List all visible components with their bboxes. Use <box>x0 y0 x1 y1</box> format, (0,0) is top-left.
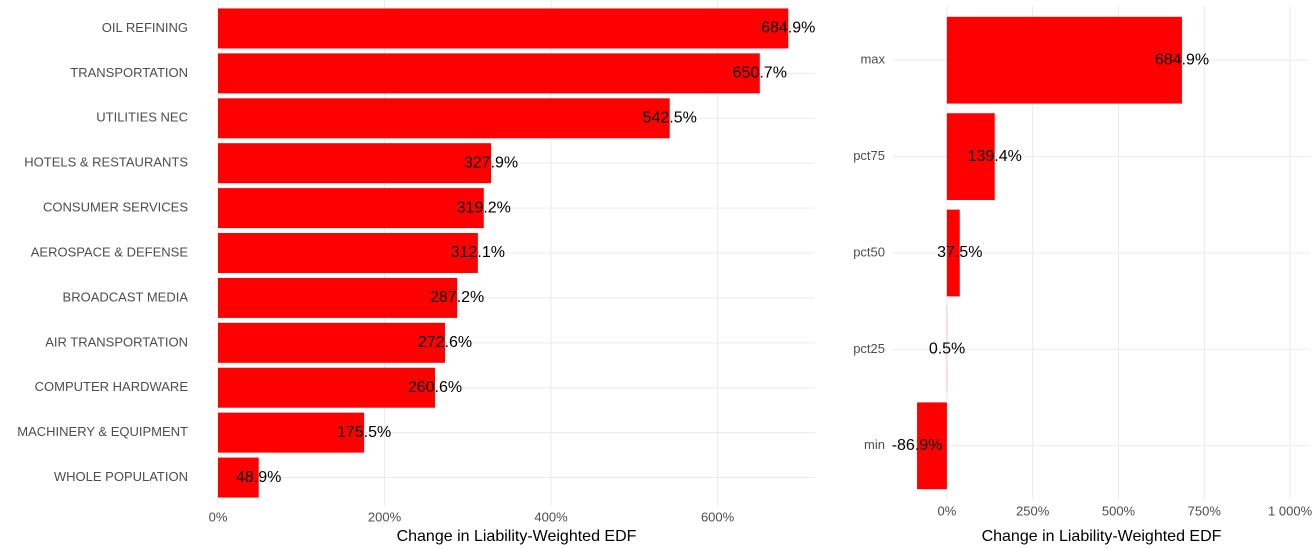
bar <box>218 188 484 229</box>
x-tick-label: 200% <box>368 509 402 524</box>
y-tick-label: AIR TRANSPORTATION <box>45 334 188 349</box>
value-label: 327.9% <box>464 154 518 171</box>
bar <box>218 322 445 363</box>
x-tick-label: 1 000% <box>1268 503 1312 518</box>
x-tick-label: 400% <box>534 509 568 524</box>
y-tick-label: pct25 <box>853 341 885 356</box>
bar <box>218 277 458 318</box>
value-label: 684.9% <box>761 20 815 37</box>
bar <box>946 113 995 200</box>
value-label: 542.5% <box>643 109 697 126</box>
bar <box>218 98 670 139</box>
value-label: 650.7% <box>733 65 787 82</box>
x-tick-label: 500% <box>1102 503 1136 518</box>
value-label: 287.2% <box>430 289 484 306</box>
bar <box>218 53 760 94</box>
y-tick-label: WHOLE POPULATION <box>54 469 188 484</box>
value-label: 260.6% <box>408 379 462 396</box>
y-tick-label: HOTELS & RESTAURANTS <box>24 155 188 170</box>
y-tick-label: BROADCAST MEDIA <box>63 289 189 304</box>
y-tick-label: AEROSPACE & DEFENSE <box>31 244 189 259</box>
x-tick-label: 0% <box>937 503 956 518</box>
bar <box>946 209 960 297</box>
x-axis-title: Change in Liability-Weighted EDF <box>982 528 1222 545</box>
x-tick-label: 250% <box>1016 503 1050 518</box>
bar <box>218 233 478 273</box>
x-tick-label: 0% <box>209 509 228 524</box>
value-label: 48.9% <box>236 469 281 486</box>
x-axis-title: Change in Liability-Weighted EDF <box>397 528 637 545</box>
y-tick-label: TRANSPORTATION <box>70 65 188 80</box>
x-tick-label: 600% <box>701 509 735 524</box>
bar <box>218 8 789 49</box>
bar <box>218 367 435 408</box>
x-tick-label: 750% <box>1188 503 1222 518</box>
value-label: 319.2% <box>457 199 511 216</box>
value-label: -86.9% <box>892 437 943 454</box>
y-tick-label: pct75 <box>853 148 885 163</box>
value-label: 684.9% <box>1155 51 1209 68</box>
value-label: 37.5% <box>937 244 982 261</box>
bar <box>917 402 947 490</box>
bar <box>218 457 259 498</box>
bar <box>218 143 492 184</box>
value-label: 139.4% <box>968 148 1022 165</box>
y-tick-label: pct50 <box>853 244 885 259</box>
y-tick-label: OIL REFINING <box>102 20 188 35</box>
y-tick-label: MACHINERY & EQUIPMENT <box>17 424 188 439</box>
value-label: 175.5% <box>337 424 391 441</box>
value-label: 0.5% <box>929 341 965 358</box>
value-label: 272.6% <box>418 334 472 351</box>
y-tick-label: min <box>864 437 885 452</box>
value-label: 312.1% <box>451 244 505 261</box>
bar <box>946 16 1182 104</box>
y-tick-label: max <box>860 52 885 67</box>
y-tick-label: COMPUTER HARDWARE <box>35 379 189 394</box>
y-tick-label: UTILITIES NEC <box>96 110 188 125</box>
y-tick-label: CONSUMER SERVICES <box>43 200 188 215</box>
bar <box>218 412 365 453</box>
